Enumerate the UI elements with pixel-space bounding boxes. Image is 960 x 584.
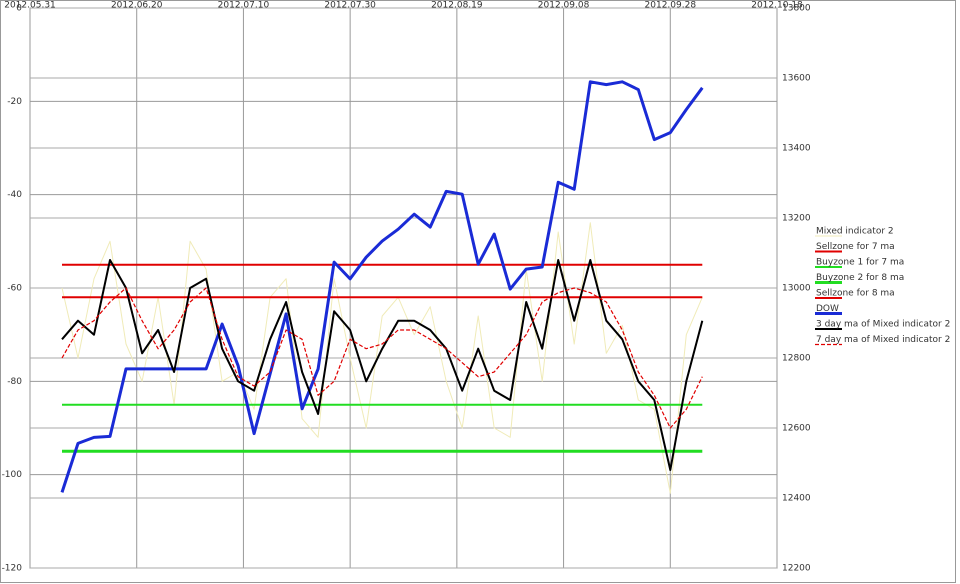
series-line xyxy=(61,287,703,429)
y2-tick-label: 13800 xyxy=(782,4,811,14)
y2-tick-label: 12200 xyxy=(782,564,811,574)
y-tick-label: -80 xyxy=(7,377,22,387)
y2-tick-label: 13400 xyxy=(782,144,811,154)
y2-tick-label: 13600 xyxy=(782,74,811,84)
legend-label: Sellzone for 7 ma xyxy=(816,242,895,252)
y2-tick-label: 13200 xyxy=(782,214,811,224)
y2-tick-label: 12400 xyxy=(782,494,811,504)
y-tick-label: -40 xyxy=(7,190,22,200)
legend-label: Mixed indicator 2 xyxy=(816,227,894,237)
legend-label: Buyzone 1 for 7 ma xyxy=(816,258,904,268)
x-tick-label: 2012.08.19 xyxy=(431,1,483,11)
y2-tick-label: 13000 xyxy=(782,284,811,294)
legend-label: DOW xyxy=(816,304,839,314)
x-tick-label: 2012.06.20 xyxy=(111,1,163,11)
y2-tick-label: 12600 xyxy=(782,424,811,434)
y-tick-label: -100 xyxy=(2,470,23,480)
legend-label: 7 day ma of Mixed indicator 2 xyxy=(816,335,950,345)
x-tick-label: 2012.09.08 xyxy=(538,1,590,11)
series-line xyxy=(60,80,704,493)
x-tick-label: 2012.07.30 xyxy=(324,1,376,11)
legend-label: 3 day ma of Mixed indicator 2 xyxy=(816,320,950,330)
legend-label: Buyzone 2 for 8 ma xyxy=(816,273,904,283)
y-tick-label: 0 xyxy=(16,4,22,14)
series-line xyxy=(61,259,704,471)
y-tick-label: -60 xyxy=(7,284,22,294)
y-tick-label: -20 xyxy=(7,97,22,107)
legend-label: Sellzone for 8 ma xyxy=(816,289,895,299)
x-tick-label: 2012.05.31 xyxy=(4,1,56,11)
y2-tick-label: 12800 xyxy=(782,354,811,364)
y-tick-label: -120 xyxy=(2,564,23,574)
x-tick-label: 2012.10.18 xyxy=(751,1,803,11)
x-tick-label: 2012.09.28 xyxy=(645,1,697,11)
x-tick-label: 2012.07.10 xyxy=(218,1,270,11)
